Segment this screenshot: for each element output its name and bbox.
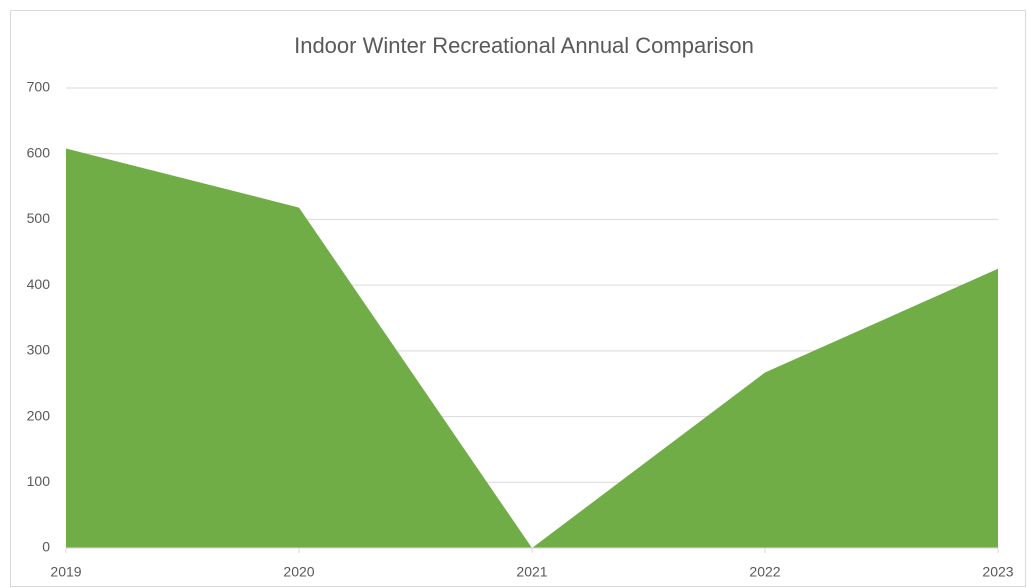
y-tick-label: 300 [27, 342, 51, 358]
x-tick-label: 2020 [283, 564, 314, 580]
y-tick-label: 500 [27, 210, 51, 226]
chart-title: Indoor Winter Recreational Annual Compar… [294, 33, 754, 58]
y-tick-label: 600 [27, 144, 51, 160]
area [66, 148, 998, 548]
y-tick-label: 0 [42, 539, 50, 555]
x-tick-label: 2021 [516, 564, 547, 580]
x-tick-label: 2023 [982, 564, 1013, 580]
x-tick-label: 2022 [749, 564, 780, 580]
x-tick-label: 2019 [50, 564, 81, 580]
y-tick-label: 200 [27, 407, 51, 423]
y-tick-label: 100 [27, 473, 51, 489]
y-tick-label: 400 [27, 276, 51, 292]
y-tick-label: 700 [27, 79, 51, 95]
